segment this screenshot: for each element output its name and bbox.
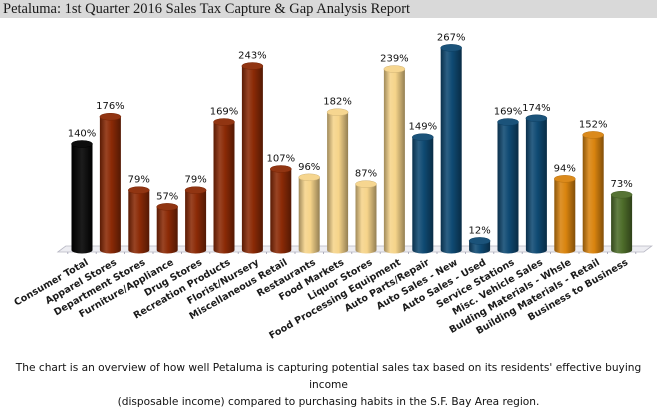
bar-body [128,190,150,254]
value-label: 96% [298,162,320,173]
bar-body [71,144,93,254]
bar-florist-nursery [241,62,264,254]
value-label: 79% [128,175,150,186]
bar-auto-sales-new [440,44,462,254]
value-label: 169% [494,107,523,118]
bar-cap [582,131,604,139]
value-label: 94% [554,163,576,174]
bar-cap [440,44,462,52]
bar-body [355,184,377,254]
bar-body [298,177,320,254]
bar-cap [525,114,548,123]
bar-furniture-appliance [156,203,178,254]
value-label: 79% [184,175,206,186]
bar-body [241,66,263,254]
bars-group [71,44,633,254]
chart-caption: The chart is an overview of how well Pet… [0,360,657,411]
bar-body [213,122,235,254]
value-label: 152% [579,119,608,130]
bar-body [327,112,349,254]
report-header: Petaluma: 1st Quarter 2016 Sales Tax Cap… [0,0,657,18]
bar-body [270,168,292,254]
value-label: 140% [68,129,97,140]
bar-body [554,178,576,254]
bar-body [525,118,547,254]
bar-cap [383,65,406,73]
bar-apparel-stores [99,112,122,254]
bar-cap [270,165,292,173]
bar-service-stations [497,118,519,254]
bar-miscellaneous-retail [270,165,292,254]
bar-drug-stores [184,186,207,254]
value-label: 267% [437,32,466,43]
bar-cap [355,180,377,188]
bar-body [185,190,207,254]
bar-body [497,122,519,254]
bar-building-materials-retail [582,131,604,254]
bar-body [412,137,434,254]
value-label: 57% [156,191,178,202]
value-label: 12% [468,225,490,236]
bar-recreation-products [213,118,235,254]
bar-cap [326,108,349,116]
value-label: 87% [355,169,377,180]
bar-cap [241,62,264,70]
bar-cap [213,118,235,126]
bar-cap [184,186,207,194]
bar-cap [99,112,122,121]
bar-cap [497,118,519,126]
bar-cap [412,133,434,141]
value-label: 149% [409,122,438,133]
bar-body [99,116,121,254]
bar-business-to-business [610,190,633,254]
bar-body [156,206,178,254]
value-labels-group: 140% 176% 79% 57% 79% 169% 243% 107%96% 182% 87% 2… [68,32,633,236]
bar-cap [156,203,178,211]
bar-cap [71,140,93,148]
value-label: 73% [610,179,632,190]
caption-line-1: The chart is an overview of how well Pet… [15,362,642,391]
bar-liquor-stores [355,180,377,254]
value-label: 243% [238,51,267,62]
bar-body [582,134,604,254]
bar-misc-vehicle-sales [525,114,548,254]
bar-cap [298,173,320,182]
bar-bulding-materials-whsle [554,175,576,254]
bar-auto-sales-used [468,237,491,254]
bar-cap [128,186,150,194]
bar-body [440,47,462,254]
bar-cap [554,175,576,183]
caption-line-2: (disposable income) compared to purchasi… [117,396,540,408]
bar-consumer-total [71,140,93,254]
sales-tax-capture-chart: 140% 176% 79% 57% 79% 169% 243% 107%96% 182% 87% 2… [12,32,653,342]
value-label: 182% [323,97,352,108]
bar-department-stores [128,186,150,254]
bar-food-markets [326,108,349,254]
value-label: 107% [267,153,296,164]
bar-cap [468,237,491,245]
value-label: 174% [522,103,551,114]
bar-cap [610,190,633,199]
value-label: 239% [380,54,409,65]
bar-body [383,69,405,254]
bar-body [611,194,633,254]
bar-restaurants [298,173,320,254]
value-label: 169% [210,107,239,118]
bar-food-processing-equipment [383,65,406,254]
report-title: Petaluma: 1st Quarter 2016 Sales Tax Cap… [3,1,411,17]
value-label: 176% [96,101,125,112]
bar-auto-parts-repair [412,133,434,254]
